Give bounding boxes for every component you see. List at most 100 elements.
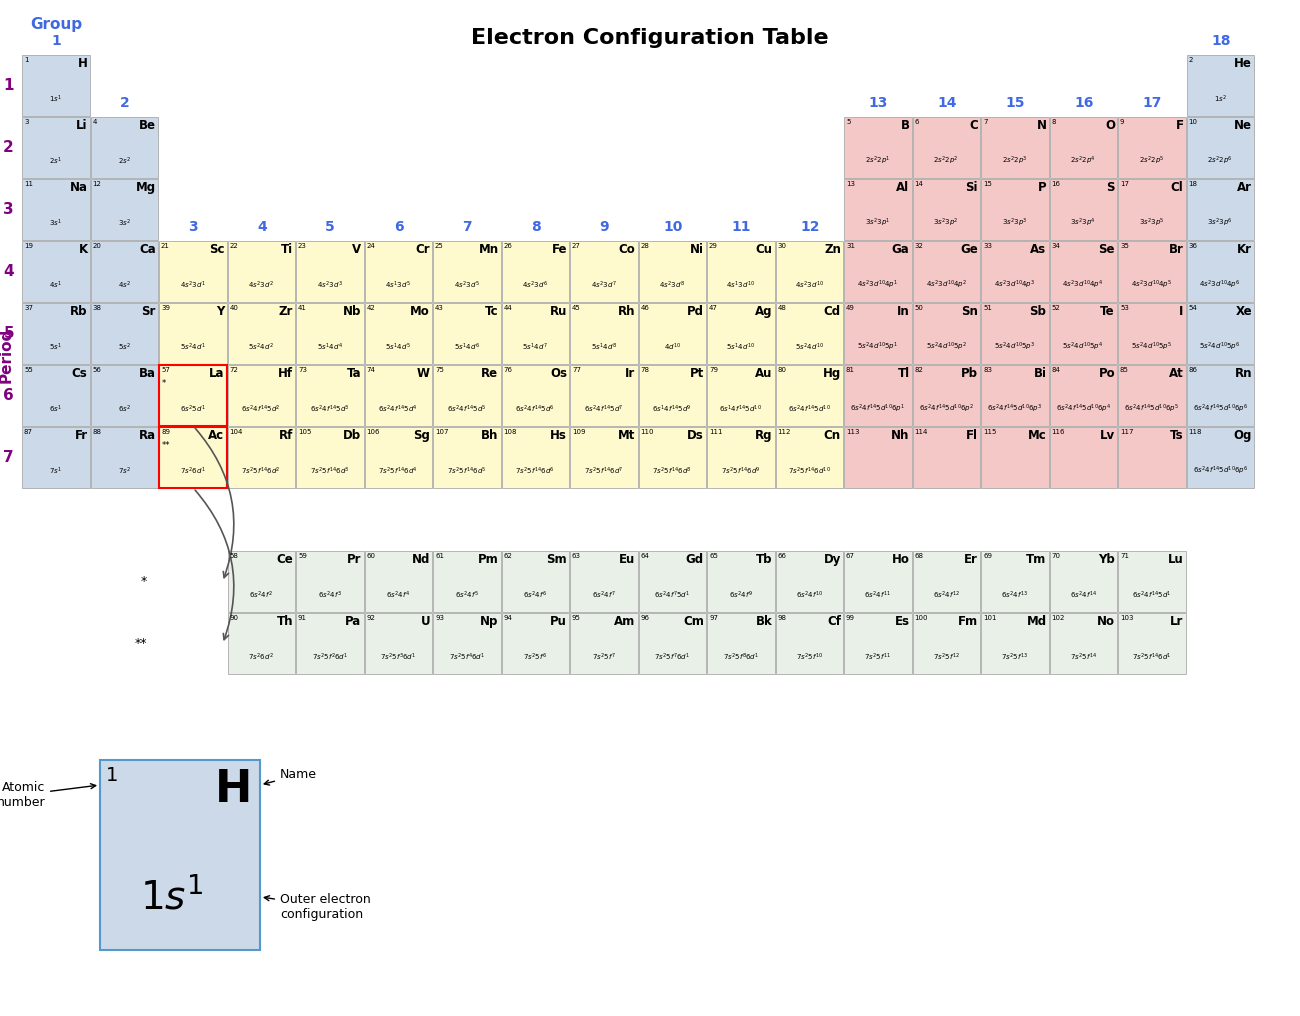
Text: Pm: Pm <box>478 553 498 566</box>
Bar <box>433 551 500 612</box>
Text: $6s^{2}4f^{14}5d^{1}$: $6s^{2}4f^{14}5d^{1}$ <box>1132 589 1171 600</box>
Bar <box>1187 303 1254 364</box>
Text: $5s^{1}4d^{10}$: $5s^{1}4d^{10}$ <box>727 341 755 353</box>
Text: 99: 99 <box>846 615 855 621</box>
Text: $2s^{2}2p^{2}$: $2s^{2}2p^{2}$ <box>933 154 959 167</box>
Text: 42: 42 <box>367 305 376 311</box>
Text: $5s^{1}4d^{6}$: $5s^{1}4d^{6}$ <box>454 341 480 353</box>
Text: H: H <box>78 57 87 70</box>
Bar <box>159 365 226 426</box>
Text: 22: 22 <box>230 243 238 249</box>
Text: $5s^{2}4d^{2}$: $5s^{2}4d^{2}$ <box>248 341 274 353</box>
Text: 67: 67 <box>846 553 855 559</box>
Text: Ag: Ag <box>755 305 772 318</box>
Bar <box>296 427 364 488</box>
Bar <box>913 427 980 488</box>
Text: Ac: Ac <box>208 429 225 442</box>
Text: 9: 9 <box>599 220 610 234</box>
Text: $4s^{2}3d^{10}4p^{4}$: $4s^{2}3d^{10}4p^{4}$ <box>1062 278 1104 291</box>
Text: Bk: Bk <box>755 615 772 628</box>
Text: Ir: Ir <box>625 367 636 380</box>
Text: $6s^{2}4f^{11}$: $6s^{2}4f^{11}$ <box>864 589 892 600</box>
Text: 18: 18 <box>1212 34 1231 48</box>
Text: 24: 24 <box>367 243 376 249</box>
Text: 80: 80 <box>777 367 786 373</box>
Text: $7s^{2}5f^{13}$: $7s^{2}5f^{13}$ <box>1001 651 1028 662</box>
Text: Ho: Ho <box>892 553 910 566</box>
Text: Lr: Lr <box>1170 615 1183 628</box>
Bar <box>776 551 842 612</box>
Text: K: K <box>78 243 87 256</box>
Text: $7s^{2}5f^{14}6d^{5}$: $7s^{2}5f^{14}6d^{5}$ <box>447 465 486 477</box>
Text: 27: 27 <box>572 243 581 249</box>
Text: 64: 64 <box>641 553 650 559</box>
Text: Sr: Sr <box>142 305 156 318</box>
Bar <box>364 613 432 674</box>
Text: Ge: Ge <box>961 243 978 256</box>
Text: $7s^{2}5f^{8}6d^{1}$: $7s^{2}5f^{8}6d^{1}$ <box>723 651 759 662</box>
Text: Zn: Zn <box>824 243 841 256</box>
Text: 34: 34 <box>1052 243 1061 249</box>
Text: 30: 30 <box>777 243 786 249</box>
Text: Group: Group <box>30 17 82 33</box>
Text: 2: 2 <box>1188 57 1193 63</box>
Text: O: O <box>1105 119 1115 132</box>
Bar <box>1118 427 1186 488</box>
Bar <box>913 179 980 240</box>
Text: $4d^{10}$: $4d^{10}$ <box>663 341 681 353</box>
Text: $2s^{2}2p^{1}$: $2s^{2}2p^{1}$ <box>864 154 890 167</box>
Bar <box>569 427 637 488</box>
Bar <box>364 551 432 612</box>
Text: Os: Os <box>550 367 567 380</box>
Text: $6s^{2}4f^{14}$: $6s^{2}4f^{14}$ <box>1070 589 1097 600</box>
Text: $5s^{2}4d^{10}5p^{4}$: $5s^{2}4d^{10}5p^{4}$ <box>1062 340 1104 354</box>
Text: $7s^{2}5f^{14}6d^{2}$: $7s^{2}5f^{14}6d^{2}$ <box>242 465 281 477</box>
Text: $5s^{2}4d^{10}$: $5s^{2}4d^{10}$ <box>794 341 824 353</box>
Bar <box>844 241 911 302</box>
Text: 4: 4 <box>92 119 98 125</box>
Text: Y: Y <box>216 305 225 318</box>
Text: Ne: Ne <box>1234 119 1252 132</box>
Text: 62: 62 <box>503 553 512 559</box>
Text: 87: 87 <box>23 429 32 435</box>
Text: U: U <box>420 615 430 628</box>
Bar <box>433 427 500 488</box>
Bar <box>159 241 226 302</box>
Bar <box>22 55 90 116</box>
Text: Ru: Ru <box>550 305 567 318</box>
Text: $4s^{2}3d^{10}4p^{5}$: $4s^{2}3d^{10}4p^{5}$ <box>1131 278 1173 291</box>
Bar <box>227 241 295 302</box>
Bar <box>913 241 980 302</box>
Bar <box>296 241 364 302</box>
Bar <box>707 365 775 426</box>
Text: 91: 91 <box>298 615 307 621</box>
Text: 1: 1 <box>107 766 118 785</box>
Text: 45: 45 <box>572 305 581 311</box>
Text: 107: 107 <box>436 429 448 435</box>
Bar <box>1118 613 1186 674</box>
Text: 14: 14 <box>914 181 923 187</box>
Text: 56: 56 <box>92 367 101 373</box>
Text: Rb: Rb <box>70 305 87 318</box>
Text: 26: 26 <box>503 243 512 249</box>
Text: $3s^{2}3p^{1}$: $3s^{2}3p^{1}$ <box>864 216 890 229</box>
Bar <box>569 241 637 302</box>
Text: $6s^{2}4f^{14}5d^{10}6p^{3}$: $6s^{2}4f^{14}5d^{10}6p^{3}$ <box>987 402 1043 416</box>
Bar <box>296 551 364 612</box>
Bar <box>844 117 911 178</box>
Bar <box>844 365 911 426</box>
Text: Tl: Tl <box>897 367 910 380</box>
Text: Ds: Ds <box>688 429 705 442</box>
Bar <box>1118 303 1186 364</box>
Text: 96: 96 <box>641 615 650 621</box>
Text: 41: 41 <box>298 305 307 311</box>
Text: 102: 102 <box>1052 615 1065 621</box>
Text: $5s^{2}4d^{10}5p^{1}$: $5s^{2}4d^{10}5p^{1}$ <box>857 340 898 354</box>
Bar <box>1049 427 1117 488</box>
Text: $2s^{1}$: $2s^{1}$ <box>49 155 62 167</box>
Text: 112: 112 <box>777 429 790 435</box>
Bar <box>502 551 569 612</box>
Text: Eu: Eu <box>619 553 636 566</box>
Text: $2s^{2}2p^{3}$: $2s^{2}2p^{3}$ <box>1002 154 1027 167</box>
Text: Fl: Fl <box>966 429 978 442</box>
